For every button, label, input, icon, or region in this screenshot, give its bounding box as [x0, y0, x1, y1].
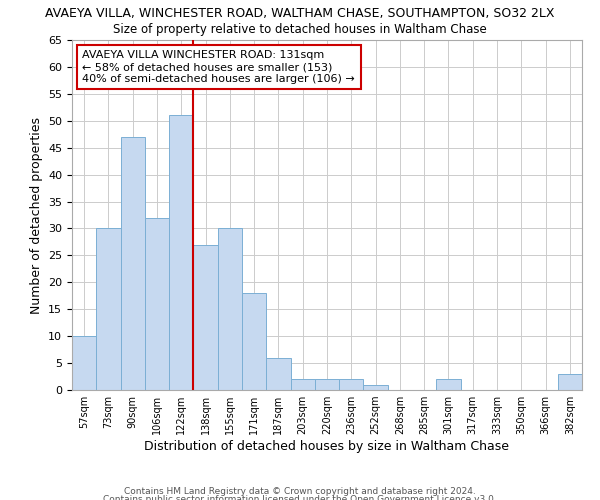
Bar [436, 379, 461, 390]
Text: AVAEYA VILLA, WINCHESTER ROAD, WALTHAM CHASE, SOUTHAMPTON, SO32 2LX: AVAEYA VILLA, WINCHESTER ROAD, WALTHAM C… [45, 8, 555, 20]
Bar [145, 218, 169, 390]
Bar [339, 379, 364, 390]
Text: Contains public sector information licensed under the Open Government Licence v3: Contains public sector information licen… [103, 495, 497, 500]
Bar [96, 228, 121, 390]
Bar [218, 228, 242, 390]
Bar [364, 384, 388, 390]
Text: Size of property relative to detached houses in Waltham Chase: Size of property relative to detached ho… [113, 22, 487, 36]
Bar [315, 379, 339, 390]
Bar [72, 336, 96, 390]
Text: AVAEYA VILLA WINCHESTER ROAD: 131sqm
← 58% of detached houses are smaller (153)
: AVAEYA VILLA WINCHESTER ROAD: 131sqm ← 5… [82, 50, 355, 84]
X-axis label: Distribution of detached houses by size in Waltham Chase: Distribution of detached houses by size … [145, 440, 509, 453]
Bar [193, 244, 218, 390]
Bar [242, 293, 266, 390]
Bar [266, 358, 290, 390]
Bar [121, 137, 145, 390]
Y-axis label: Number of detached properties: Number of detached properties [29, 116, 43, 314]
Bar [169, 116, 193, 390]
Bar [290, 379, 315, 390]
Bar [558, 374, 582, 390]
Text: Contains HM Land Registry data © Crown copyright and database right 2024.: Contains HM Land Registry data © Crown c… [124, 488, 476, 496]
